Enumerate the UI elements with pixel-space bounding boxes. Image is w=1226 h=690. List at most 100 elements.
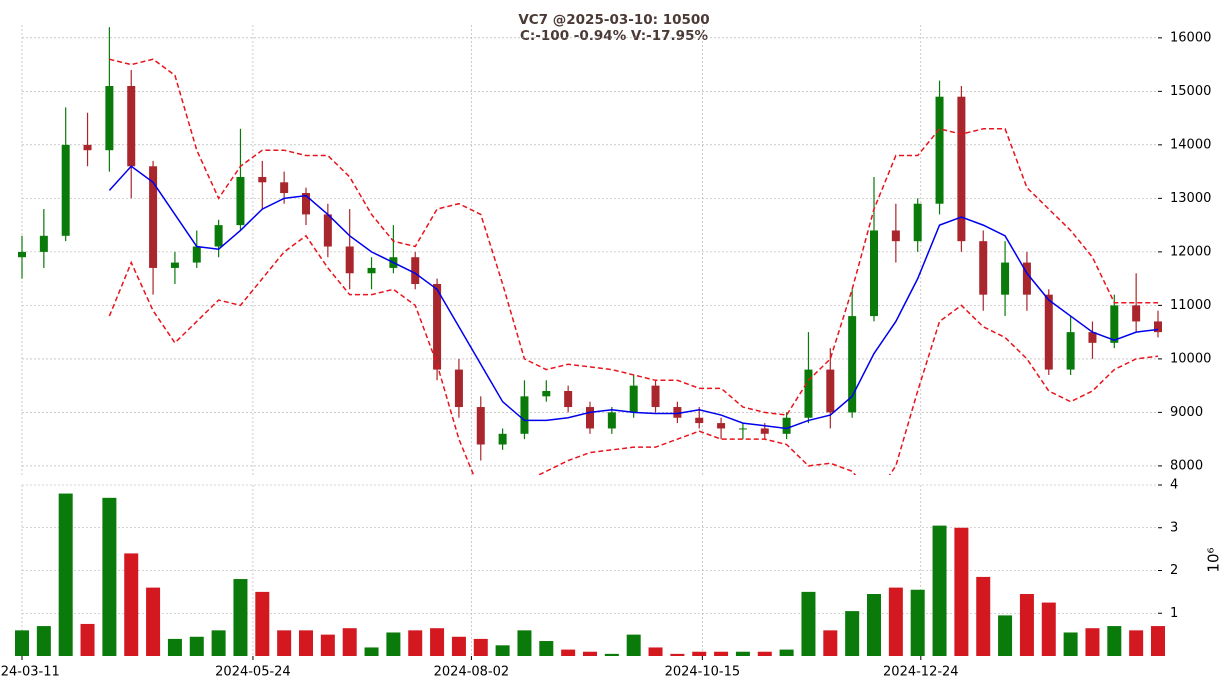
x-tick-label: 2024-03-11 — [0, 665, 60, 680]
candle-body — [826, 369, 835, 413]
candle-body — [1132, 305, 1141, 322]
candle-body — [651, 385, 660, 408]
volume-bar — [36, 626, 51, 656]
volume-bar — [714, 651, 729, 656]
volume-bar — [539, 641, 554, 656]
volume-bar — [1063, 632, 1078, 656]
volume-bar — [976, 576, 991, 656]
volume-axis-label: 10⁶ — [1205, 547, 1223, 572]
volume-bar — [604, 653, 619, 656]
y-tick-label: 8000 — [1170, 458, 1203, 473]
candle-body — [149, 166, 158, 268]
x-tick-label: 2024-12-24 — [883, 665, 959, 680]
volume-bar — [189, 636, 204, 656]
candle-body — [18, 251, 26, 258]
chart-title: VC7 @2025-03-10: 10500 — [518, 12, 709, 28]
volume-bar — [823, 630, 838, 656]
candle-body — [979, 241, 988, 295]
candle-body — [61, 144, 70, 236]
candle-body — [629, 385, 638, 413]
candle-body — [738, 428, 747, 430]
volume-bar — [1041, 602, 1056, 656]
volume-bar — [779, 649, 794, 656]
y-tick-label: 3 — [1170, 520, 1178, 535]
volume-bar — [124, 553, 139, 656]
candle-body — [498, 433, 507, 445]
volume-bar — [561, 649, 576, 656]
candle-body — [848, 316, 857, 413]
volume-bar — [1129, 630, 1144, 656]
candle-body — [870, 230, 878, 317]
x-tick-label: 2024-10-15 — [665, 665, 741, 680]
volume-bar — [430, 628, 445, 656]
volume-bar — [845, 611, 860, 656]
y-tick-label: 10000 — [1170, 351, 1211, 366]
volume-bar — [670, 653, 685, 656]
volume-bar — [1019, 594, 1034, 656]
x-tick-label: 2024-08-02 — [434, 665, 510, 680]
candle-body — [127, 85, 136, 167]
volume-bar — [626, 634, 641, 656]
y-tick-label: 4 — [1170, 478, 1178, 493]
candle-body — [411, 257, 420, 284]
volume-bar — [80, 623, 95, 656]
y-tick-label: 11000 — [1170, 298, 1211, 313]
volume-bar — [998, 615, 1013, 656]
y-tick-label: 16000 — [1170, 30, 1211, 45]
candle-body — [302, 193, 310, 215]
candle-body — [957, 96, 966, 242]
candle-body — [170, 262, 179, 268]
candle-body — [1110, 305, 1119, 343]
volume-bar — [299, 630, 313, 656]
candle-body — [323, 214, 332, 247]
candle-body — [782, 417, 791, 434]
volume-bar — [692, 651, 707, 656]
volume-bar — [255, 591, 270, 656]
x-tick-label: 2024-05-24 — [215, 665, 291, 680]
candle-body — [1022, 262, 1031, 295]
volume-bar — [277, 630, 292, 656]
candle-body — [673, 407, 682, 418]
volume-bar — [451, 636, 466, 656]
candle-body — [520, 396, 529, 434]
volume-bar — [888, 587, 903, 656]
volume-bar — [102, 497, 117, 656]
candle-body — [1001, 262, 1010, 295]
volume-bar — [910, 589, 925, 656]
candle-body — [454, 369, 463, 408]
candle-body — [935, 96, 944, 204]
volume-bar — [386, 632, 401, 656]
candle-body — [258, 176, 267, 183]
candle-body — [1088, 332, 1097, 343]
y-tick-label: 2 — [1170, 563, 1178, 578]
candle-body — [192, 246, 201, 263]
volume-bar — [58, 493, 73, 656]
volume-bar — [583, 651, 597, 656]
volume-bar — [167, 638, 182, 656]
candle-body — [214, 225, 223, 247]
candle-body — [542, 390, 551, 397]
candle-body — [236, 176, 245, 226]
bands — [108, 58, 1159, 475]
volume-bar — [801, 591, 816, 656]
volume-bar — [1151, 626, 1165, 656]
volume-bar — [233, 579, 248, 656]
volume-bar — [473, 638, 488, 656]
volume-bar — [735, 651, 750, 656]
candle-body — [39, 235, 48, 252]
candle-body — [695, 417, 704, 424]
volume-bar — [15, 630, 29, 656]
volume-bar — [1085, 628, 1100, 656]
volume-bar — [648, 647, 663, 656]
volume-bar — [517, 630, 532, 656]
y-tick-label: 15000 — [1170, 84, 1211, 99]
volume-bar — [320, 634, 335, 656]
bollinger-lower — [108, 234, 1159, 475]
volume-bar — [342, 628, 357, 656]
volume-bar — [364, 647, 379, 656]
candle-body — [367, 267, 376, 274]
candle-body — [1154, 321, 1162, 333]
y-tick-label: 1 — [1170, 606, 1178, 621]
